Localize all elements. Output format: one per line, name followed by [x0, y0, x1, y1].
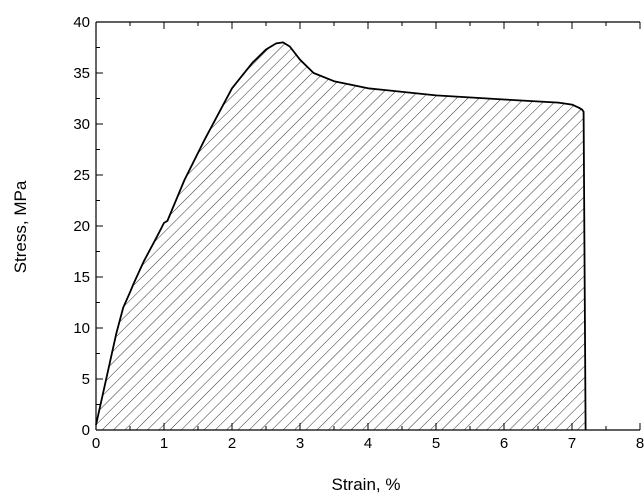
x-tick-label: 5: [432, 435, 440, 452]
plot-area: [95, 41, 587, 431]
x-tick-label: 0: [92, 435, 100, 452]
x-axis-title: Strain, %: [332, 475, 401, 494]
x-tick-label: 3: [296, 435, 304, 452]
y-tick-label: 40: [73, 14, 90, 31]
y-tick-label: 20: [73, 218, 90, 235]
y-tick-label: 15: [73, 269, 90, 286]
y-tick-label: 0: [82, 422, 90, 439]
y-tick-label: 35: [73, 65, 90, 82]
x-tick-label: 7: [568, 435, 576, 452]
y-tick-label: 25: [73, 167, 90, 184]
series-0-area-fill: [96, 42, 586, 431]
x-tick-label: 1: [160, 435, 168, 452]
y-tick-label: 10: [73, 320, 90, 337]
y-tick-label: 30: [73, 116, 90, 133]
y-tick-label: 5: [82, 371, 90, 388]
axes: 0 1 2 3 4 5 6 7 8 0 5 10 15 20 25 30 35 40: [73, 14, 644, 452]
y-axis-title: Stress, MPa: [11, 180, 30, 273]
x-tick-label: 6: [500, 435, 508, 452]
x-tick-label: 4: [364, 435, 372, 452]
series-0-line: [95, 41, 587, 431]
x-tick-label: 2: [228, 435, 236, 452]
x-tick-label: 8: [636, 435, 644, 452]
